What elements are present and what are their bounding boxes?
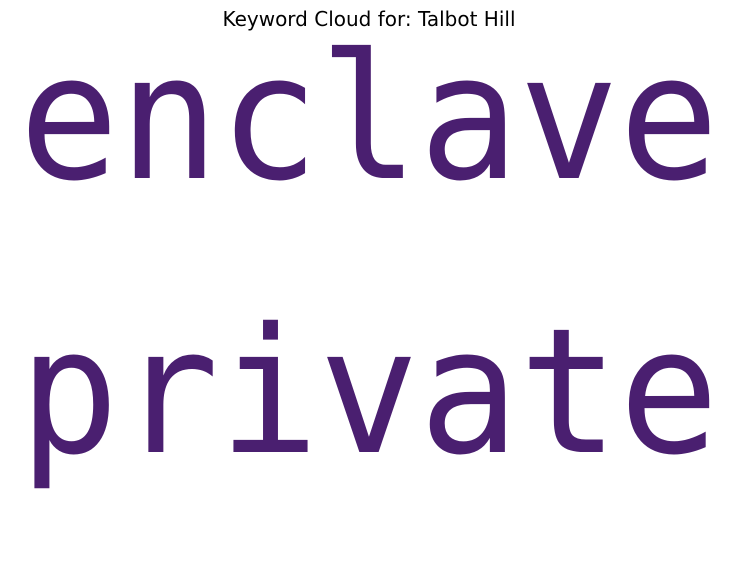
keyword-private: private — [19, 291, 719, 494]
keyword-enclave: enclave — [19, 17, 719, 220]
page-title: Keyword Cloud for: Talbot Hill — [222, 7, 516, 31]
